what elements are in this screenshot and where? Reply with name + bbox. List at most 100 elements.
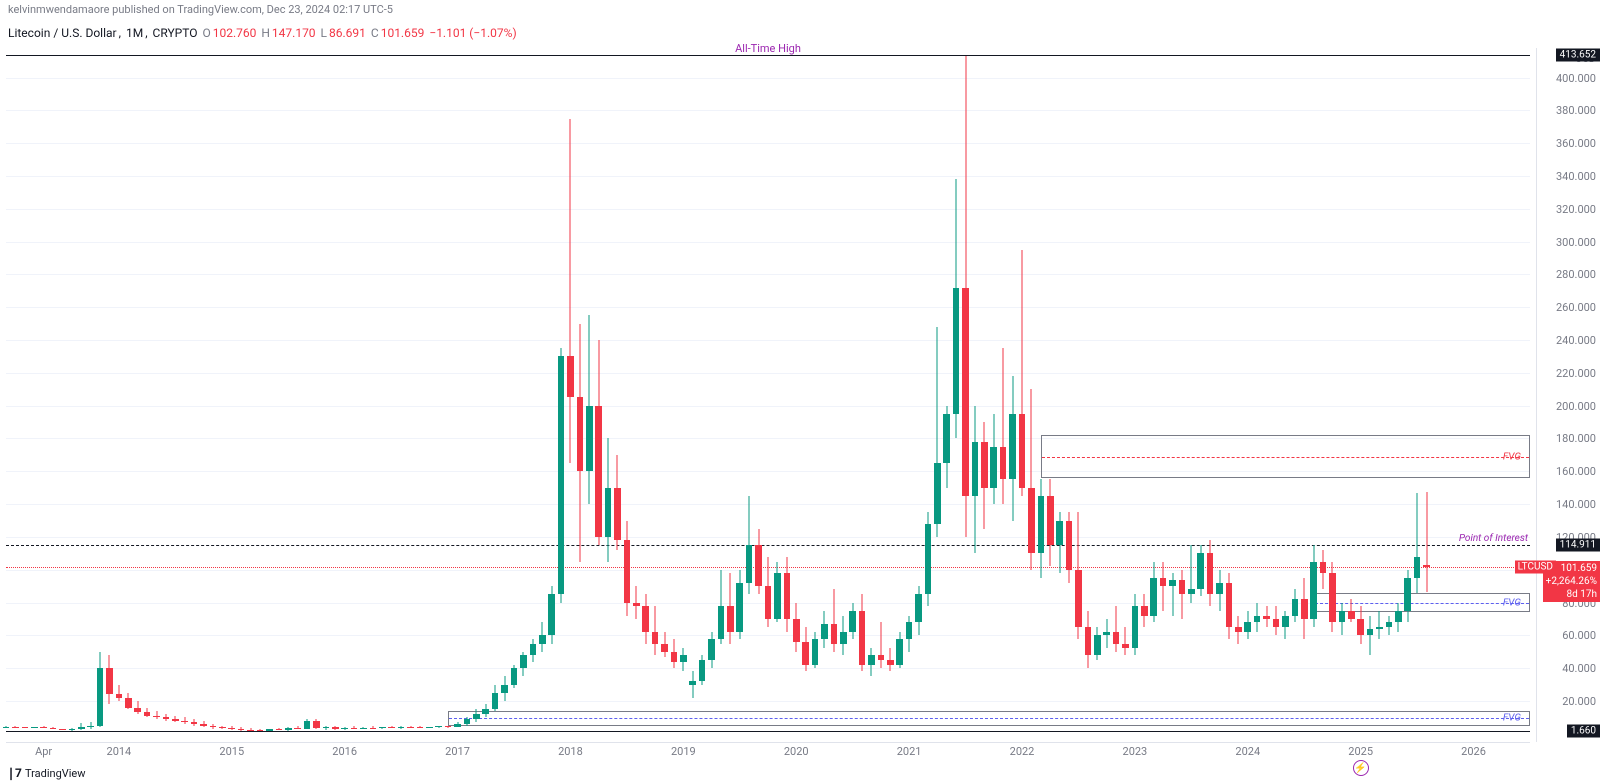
- candle: [906, 616, 913, 652]
- horizontal-line: [6, 55, 1530, 56]
- candle: [3, 726, 10, 727]
- candle: [689, 671, 696, 697]
- price-tick: 20.000: [1540, 695, 1600, 708]
- candle: [1000, 348, 1007, 504]
- price-badge: 114.911: [1556, 539, 1600, 552]
- candle: [511, 665, 518, 688]
- candle: [219, 726, 226, 729]
- candle: [59, 729, 66, 730]
- candle: [642, 594, 649, 643]
- gridline: [6, 340, 1530, 341]
- gridline: [6, 176, 1530, 177]
- candle: [1056, 512, 1063, 573]
- gridline: [6, 78, 1530, 79]
- candle: [943, 406, 950, 488]
- candle: [1122, 627, 1129, 655]
- ohlc-o-value: 102.760: [213, 26, 257, 40]
- time-tick: 2023: [1123, 745, 1148, 758]
- candle: [163, 714, 170, 721]
- candle: [802, 627, 809, 671]
- candle: [144, 708, 151, 718]
- candle: [840, 616, 847, 655]
- gridline: [6, 307, 1530, 308]
- ath-label: All-Time High: [735, 42, 801, 55]
- ohlc-c-label: C: [371, 26, 379, 40]
- fvg-box: FVG: [1041, 435, 1530, 478]
- fvg-midline: [449, 718, 1529, 719]
- candle: [87, 722, 94, 729]
- price-badge: 1.660: [1567, 725, 1600, 738]
- candle: [530, 639, 537, 662]
- time-tick: 2025: [1348, 745, 1373, 758]
- candle: [1094, 627, 1101, 660]
- candle: [294, 726, 301, 729]
- chart-area[interactable]: All-Time HighPoint of InterestFVGFVGFVG: [6, 48, 1530, 742]
- candle: [360, 727, 367, 729]
- candle: [181, 717, 188, 724]
- candle: [953, 179, 960, 438]
- price-tick: 380.000: [1540, 104, 1600, 117]
- candle: [69, 728, 76, 730]
- replay-icon[interactable]: ⚡: [1353, 760, 1369, 776]
- candle: [831, 589, 838, 651]
- candle: [492, 685, 499, 711]
- candle: [304, 719, 311, 729]
- candle: [586, 315, 593, 504]
- candle: [1254, 603, 1261, 633]
- candle: [1160, 562, 1167, 611]
- gridline: [6, 537, 1530, 538]
- candle: [1038, 479, 1045, 577]
- candle: [200, 721, 207, 728]
- gridline: [6, 668, 1530, 669]
- ohlc-l-label: L: [321, 26, 327, 40]
- poi-label: Point of Interest: [1459, 533, 1528, 544]
- candle: [388, 726, 395, 728]
- candle: [332, 726, 339, 730]
- candle: [1235, 616, 1242, 644]
- candle: [1423, 492, 1430, 591]
- candle: [558, 348, 565, 602]
- horizontal-line: [6, 545, 1530, 546]
- candle: [1404, 570, 1411, 623]
- time-axis[interactable]: Apr2014201520162017201820192020202120222…: [6, 742, 1530, 758]
- candle: [1414, 493, 1421, 593]
- candle: [1386, 616, 1393, 636]
- candle: [1320, 550, 1327, 589]
- candle: [962, 56, 969, 537]
- candle: [1273, 606, 1280, 636]
- publish-header: kelvinmwendamaore published on TradingVi…: [0, 0, 1600, 20]
- candle: [680, 648, 687, 671]
- gridline: [6, 209, 1530, 210]
- candle: [755, 529, 762, 595]
- price-tick: 280.000: [1540, 268, 1600, 281]
- candle: [1216, 570, 1223, 611]
- candle: [1395, 603, 1402, 633]
- candle: [417, 726, 424, 728]
- gridline: [6, 143, 1530, 144]
- candle: [247, 728, 254, 731]
- candle: [887, 648, 894, 671]
- gridline: [6, 373, 1530, 374]
- gridline: [6, 406, 1530, 407]
- candle: [539, 622, 546, 652]
- candle: [934, 327, 941, 537]
- time-tick: 2022: [1010, 745, 1035, 758]
- price-tick: 340.000: [1540, 170, 1600, 183]
- price-tick: 360.000: [1540, 137, 1600, 150]
- candle: [78, 723, 85, 730]
- price-tick: 140.000: [1540, 498, 1600, 511]
- candle: [671, 639, 678, 669]
- candle: [191, 719, 198, 726]
- price-axis[interactable]: USD 400.000380.000360.000340.000320.0003…: [1536, 48, 1600, 742]
- candle: [313, 719, 320, 729]
- candle: [1066, 512, 1073, 583]
- candle: [1141, 594, 1148, 627]
- candle: [501, 676, 508, 701]
- fvg-label: FVG: [1503, 597, 1521, 608]
- price-tick: 220.000: [1540, 367, 1600, 380]
- candle: [1179, 570, 1186, 619]
- candle: [228, 726, 235, 729]
- candle: [426, 727, 433, 728]
- candle: [859, 594, 866, 671]
- time-tick: 2015: [219, 745, 244, 758]
